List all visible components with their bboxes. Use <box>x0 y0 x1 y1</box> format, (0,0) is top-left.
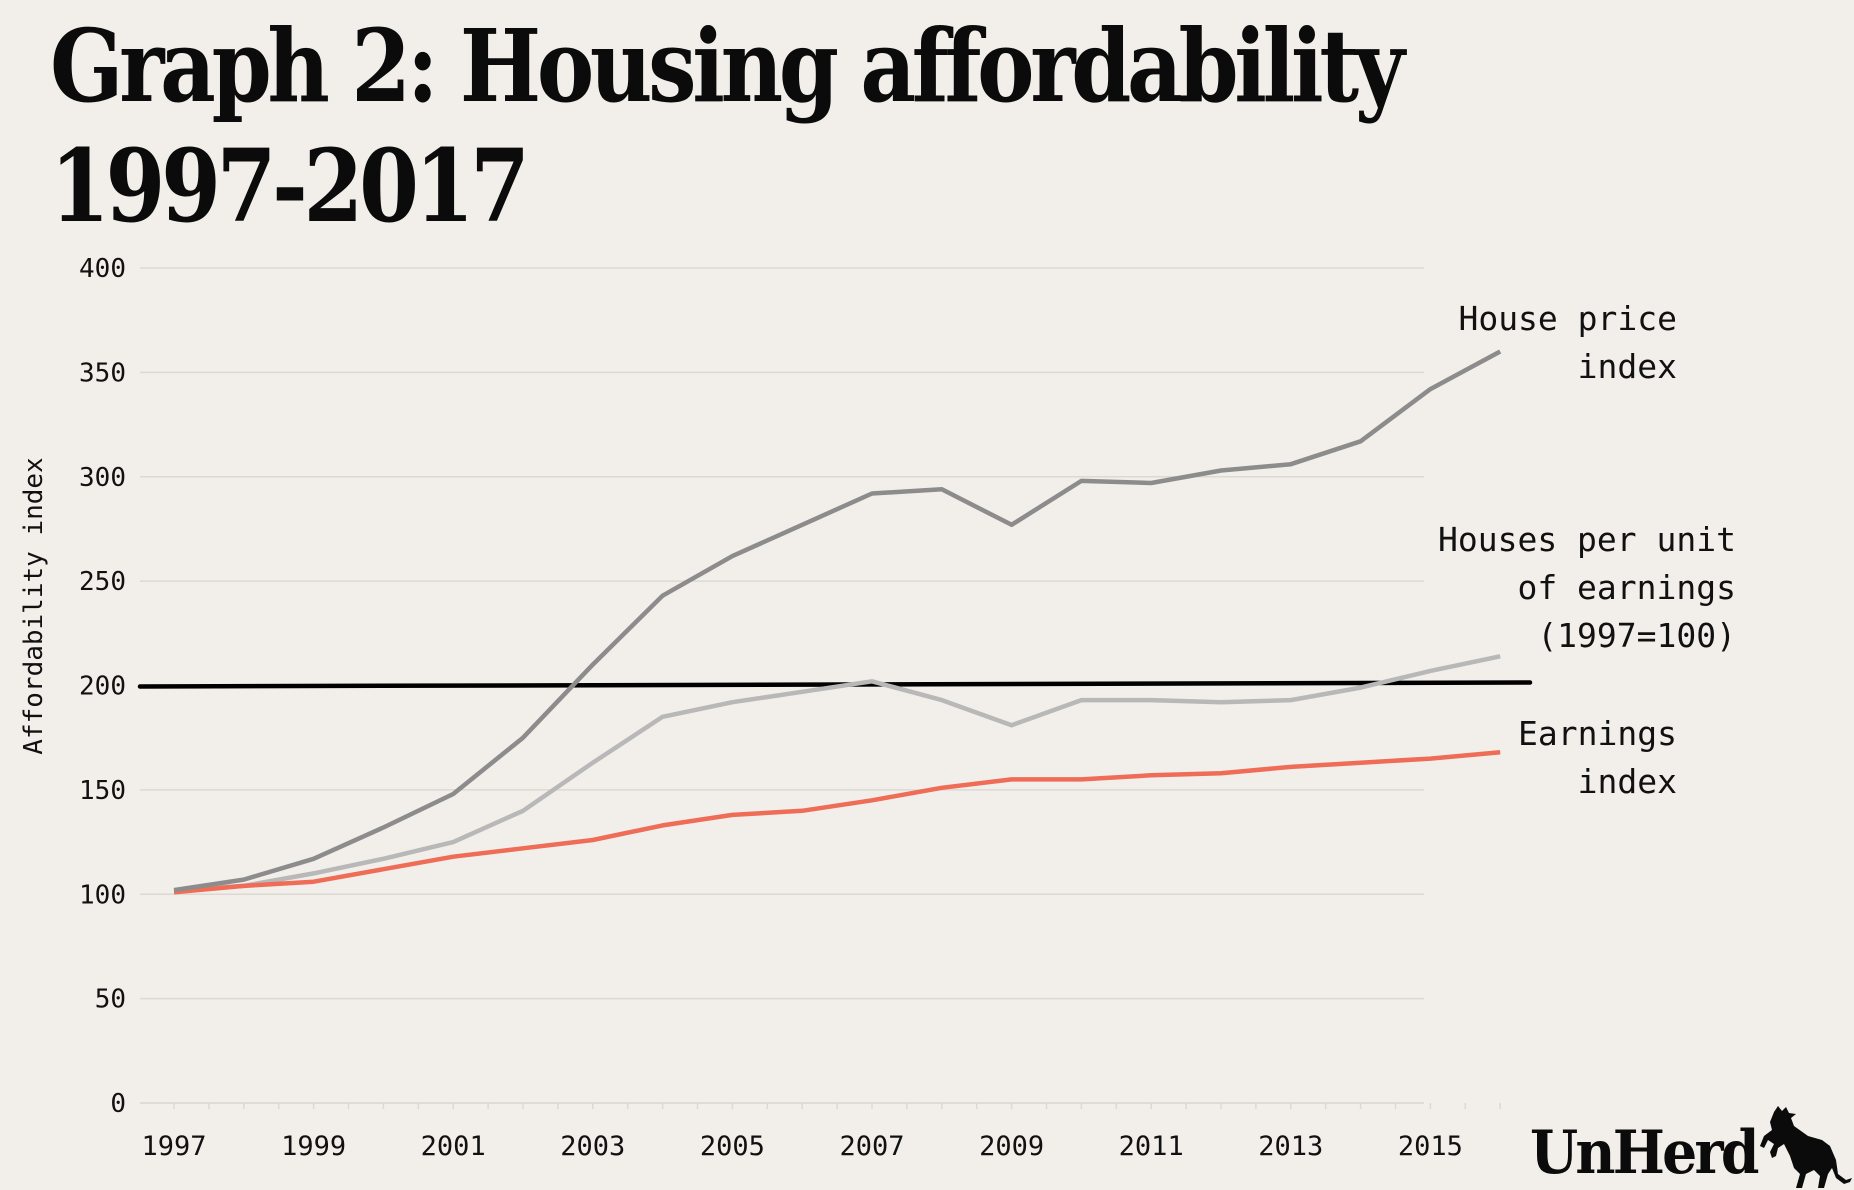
reference-line-200 <box>137 680 1533 689</box>
annotation-earnings-line: index <box>1578 762 1677 801</box>
x-tick-label: 2003 <box>560 1131 625 1162</box>
y-tick-label: 100 <box>79 880 126 910</box>
y-tick-label: 400 <box>79 254 126 284</box>
y-tick-label: 0 <box>110 1089 126 1119</box>
x-tick-label: 1997 <box>141 1131 206 1162</box>
annotation-earnings-line: Earnings <box>1518 714 1677 753</box>
y-tick-label: 150 <box>79 776 126 806</box>
x-tick-label: 2011 <box>1119 1131 1184 1162</box>
brand-logo: UnHerd <box>1530 1118 1759 1188</box>
annotation-house-price-line: House price <box>1458 299 1677 338</box>
series-lines <box>137 349 1533 895</box>
annotation-houses-per-earnings-line: (1997=100) <box>1537 616 1736 655</box>
title-line-2: 1997-2017 <box>50 127 530 245</box>
series-annotations: House price index Houses per unit of earnin… <box>1438 299 1736 801</box>
gridlines <box>140 267 1424 1104</box>
x-tick-label: 2001 <box>421 1131 486 1162</box>
y-axis-ticks: 0 50 100 150 200 250 300 350 400 <box>79 254 126 1119</box>
cow-icon <box>1760 1106 1852 1188</box>
y-tick-label: 350 <box>79 358 126 388</box>
earnings-line <box>173 750 1501 895</box>
y-tick-label: 200 <box>79 672 126 702</box>
annotation-houses-per-earnings-line: Houses per unit <box>1438 520 1736 559</box>
x-tick-label: 2015 <box>1398 1131 1463 1162</box>
x-tick-label: 2009 <box>979 1131 1044 1162</box>
x-tick-label: 1999 <box>281 1131 346 1162</box>
y-tick-label: 300 <box>79 463 126 493</box>
y-tick-label: 50 <box>95 985 126 1015</box>
x-tick-label: 2005 <box>700 1131 765 1162</box>
x-axis: 1997 1999 2001 2003 2005 2007 2009 2011 2013 2015 <box>140 1102 1501 1162</box>
x-tick-label: 2013 <box>1258 1131 1323 1162</box>
title-line-1: Graph 2: Housing affordability <box>50 7 1405 125</box>
y-tick-label: 250 <box>79 567 126 597</box>
chart-title: Graph 2: Housing affordability 1997-2017 <box>50 6 1512 246</box>
annotation-house-price-line: index <box>1578 347 1677 386</box>
houses-per-earnings-line <box>173 654 1501 893</box>
house-price-line <box>173 349 1502 893</box>
y-axis-label: Affordability index <box>19 457 49 754</box>
annotation-houses-per-earnings-line: of earnings <box>1517 568 1736 607</box>
x-tick-label: 2007 <box>839 1131 904 1162</box>
